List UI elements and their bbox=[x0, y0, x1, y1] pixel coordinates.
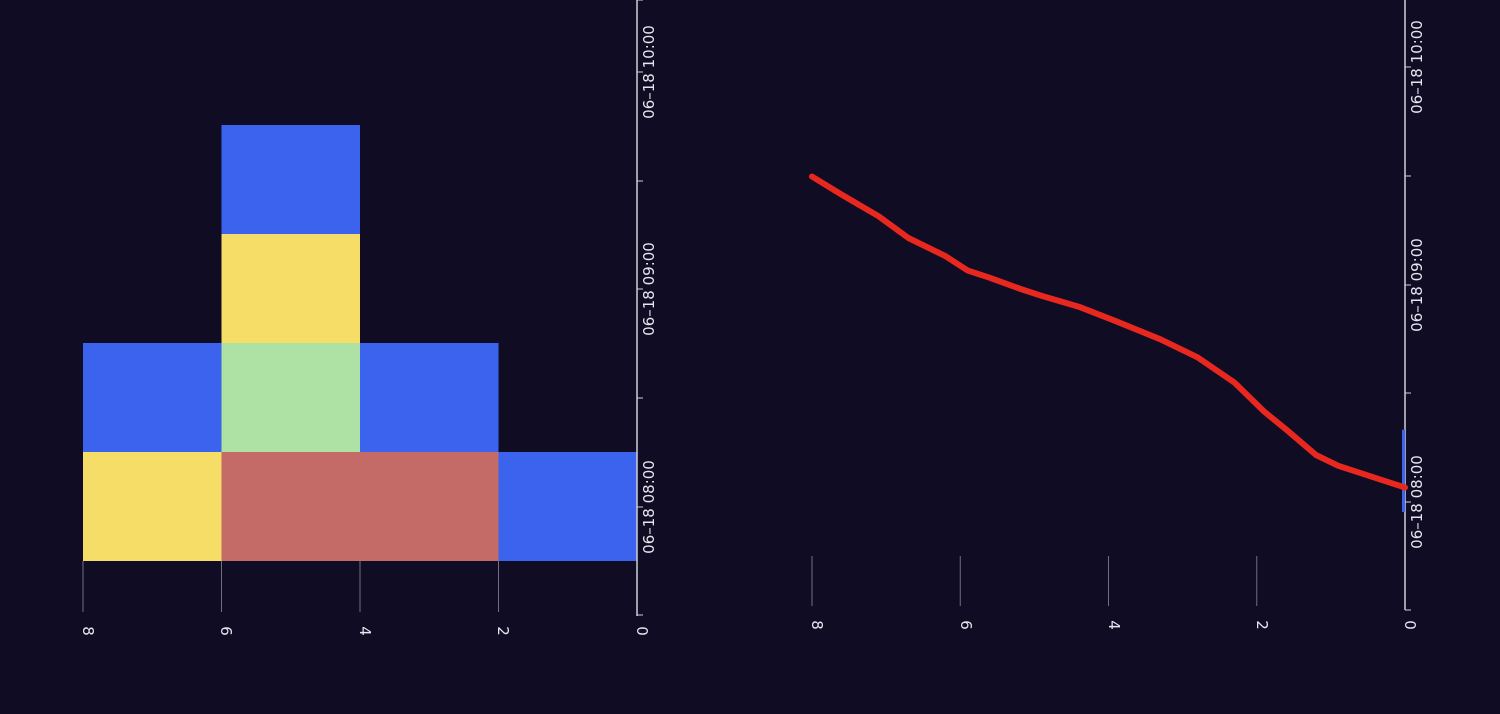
y-tick-label: 6 bbox=[957, 620, 975, 630]
time-tick-label: 06–18 08:00 bbox=[1408, 455, 1426, 549]
heatmap-cell bbox=[498, 452, 637, 561]
heatmap-cell bbox=[360, 343, 499, 452]
time-tick-label: 06–18 10:00 bbox=[1408, 20, 1426, 114]
line-time-ticks bbox=[1405, 66, 1411, 611]
x-tick-label: 2 bbox=[494, 626, 512, 636]
series-line bbox=[809, 173, 1408, 491]
y-tick-label: 2 bbox=[1253, 620, 1271, 630]
time-tick-label: 06–18 09:00 bbox=[1408, 238, 1426, 332]
heatmap-chart: 0 2 4 6 8 06–18 08:00 06–18 09:00 06–18 … bbox=[79, 0, 658, 636]
heatmap-time-labels: 06–18 08:00 06–18 09:00 06–18 10:00 bbox=[640, 25, 658, 554]
heatmap-cells bbox=[83, 125, 637, 561]
y-tick-label: 8 bbox=[808, 620, 826, 630]
time-tick-label: 06–18 08:00 bbox=[640, 460, 658, 554]
heatmap-cell bbox=[221, 452, 499, 561]
y-tick-label: 4 bbox=[1105, 620, 1123, 630]
y-tick-label: 0 bbox=[1401, 620, 1419, 630]
heatmap-gridlines bbox=[82, 561, 499, 612]
time-tick-label: 06–18 09:00 bbox=[640, 242, 658, 336]
line-value-ticks: 0 2 4 6 8 bbox=[808, 620, 1419, 630]
heatmap-value-ticks: 0 2 4 6 8 bbox=[79, 626, 651, 636]
heatmap-cell bbox=[221, 234, 360, 343]
heatmap-cell bbox=[83, 452, 222, 561]
x-tick-label: 8 bbox=[79, 626, 97, 636]
x-tick-label: 6 bbox=[217, 626, 235, 636]
time-tick-label: 06–18 10:00 bbox=[640, 25, 658, 119]
heatmap-cell bbox=[221, 125, 360, 234]
heatmap-cell bbox=[221, 343, 360, 452]
line-gridlines bbox=[811, 556, 1258, 606]
time-marker bbox=[1402, 429, 1405, 512]
x-tick-label: 0 bbox=[633, 626, 651, 636]
heatmap-cell bbox=[83, 343, 222, 452]
heatmap-time-ticks bbox=[637, 0, 643, 616]
line-chart: 0 2 4 6 8 06–18 08:00 06–18 09:00 06–18 … bbox=[808, 0, 1426, 630]
x-tick-label: 4 bbox=[356, 626, 374, 636]
line-time-labels: 06–18 08:00 06–18 09:00 06–18 10:00 bbox=[1408, 20, 1426, 549]
